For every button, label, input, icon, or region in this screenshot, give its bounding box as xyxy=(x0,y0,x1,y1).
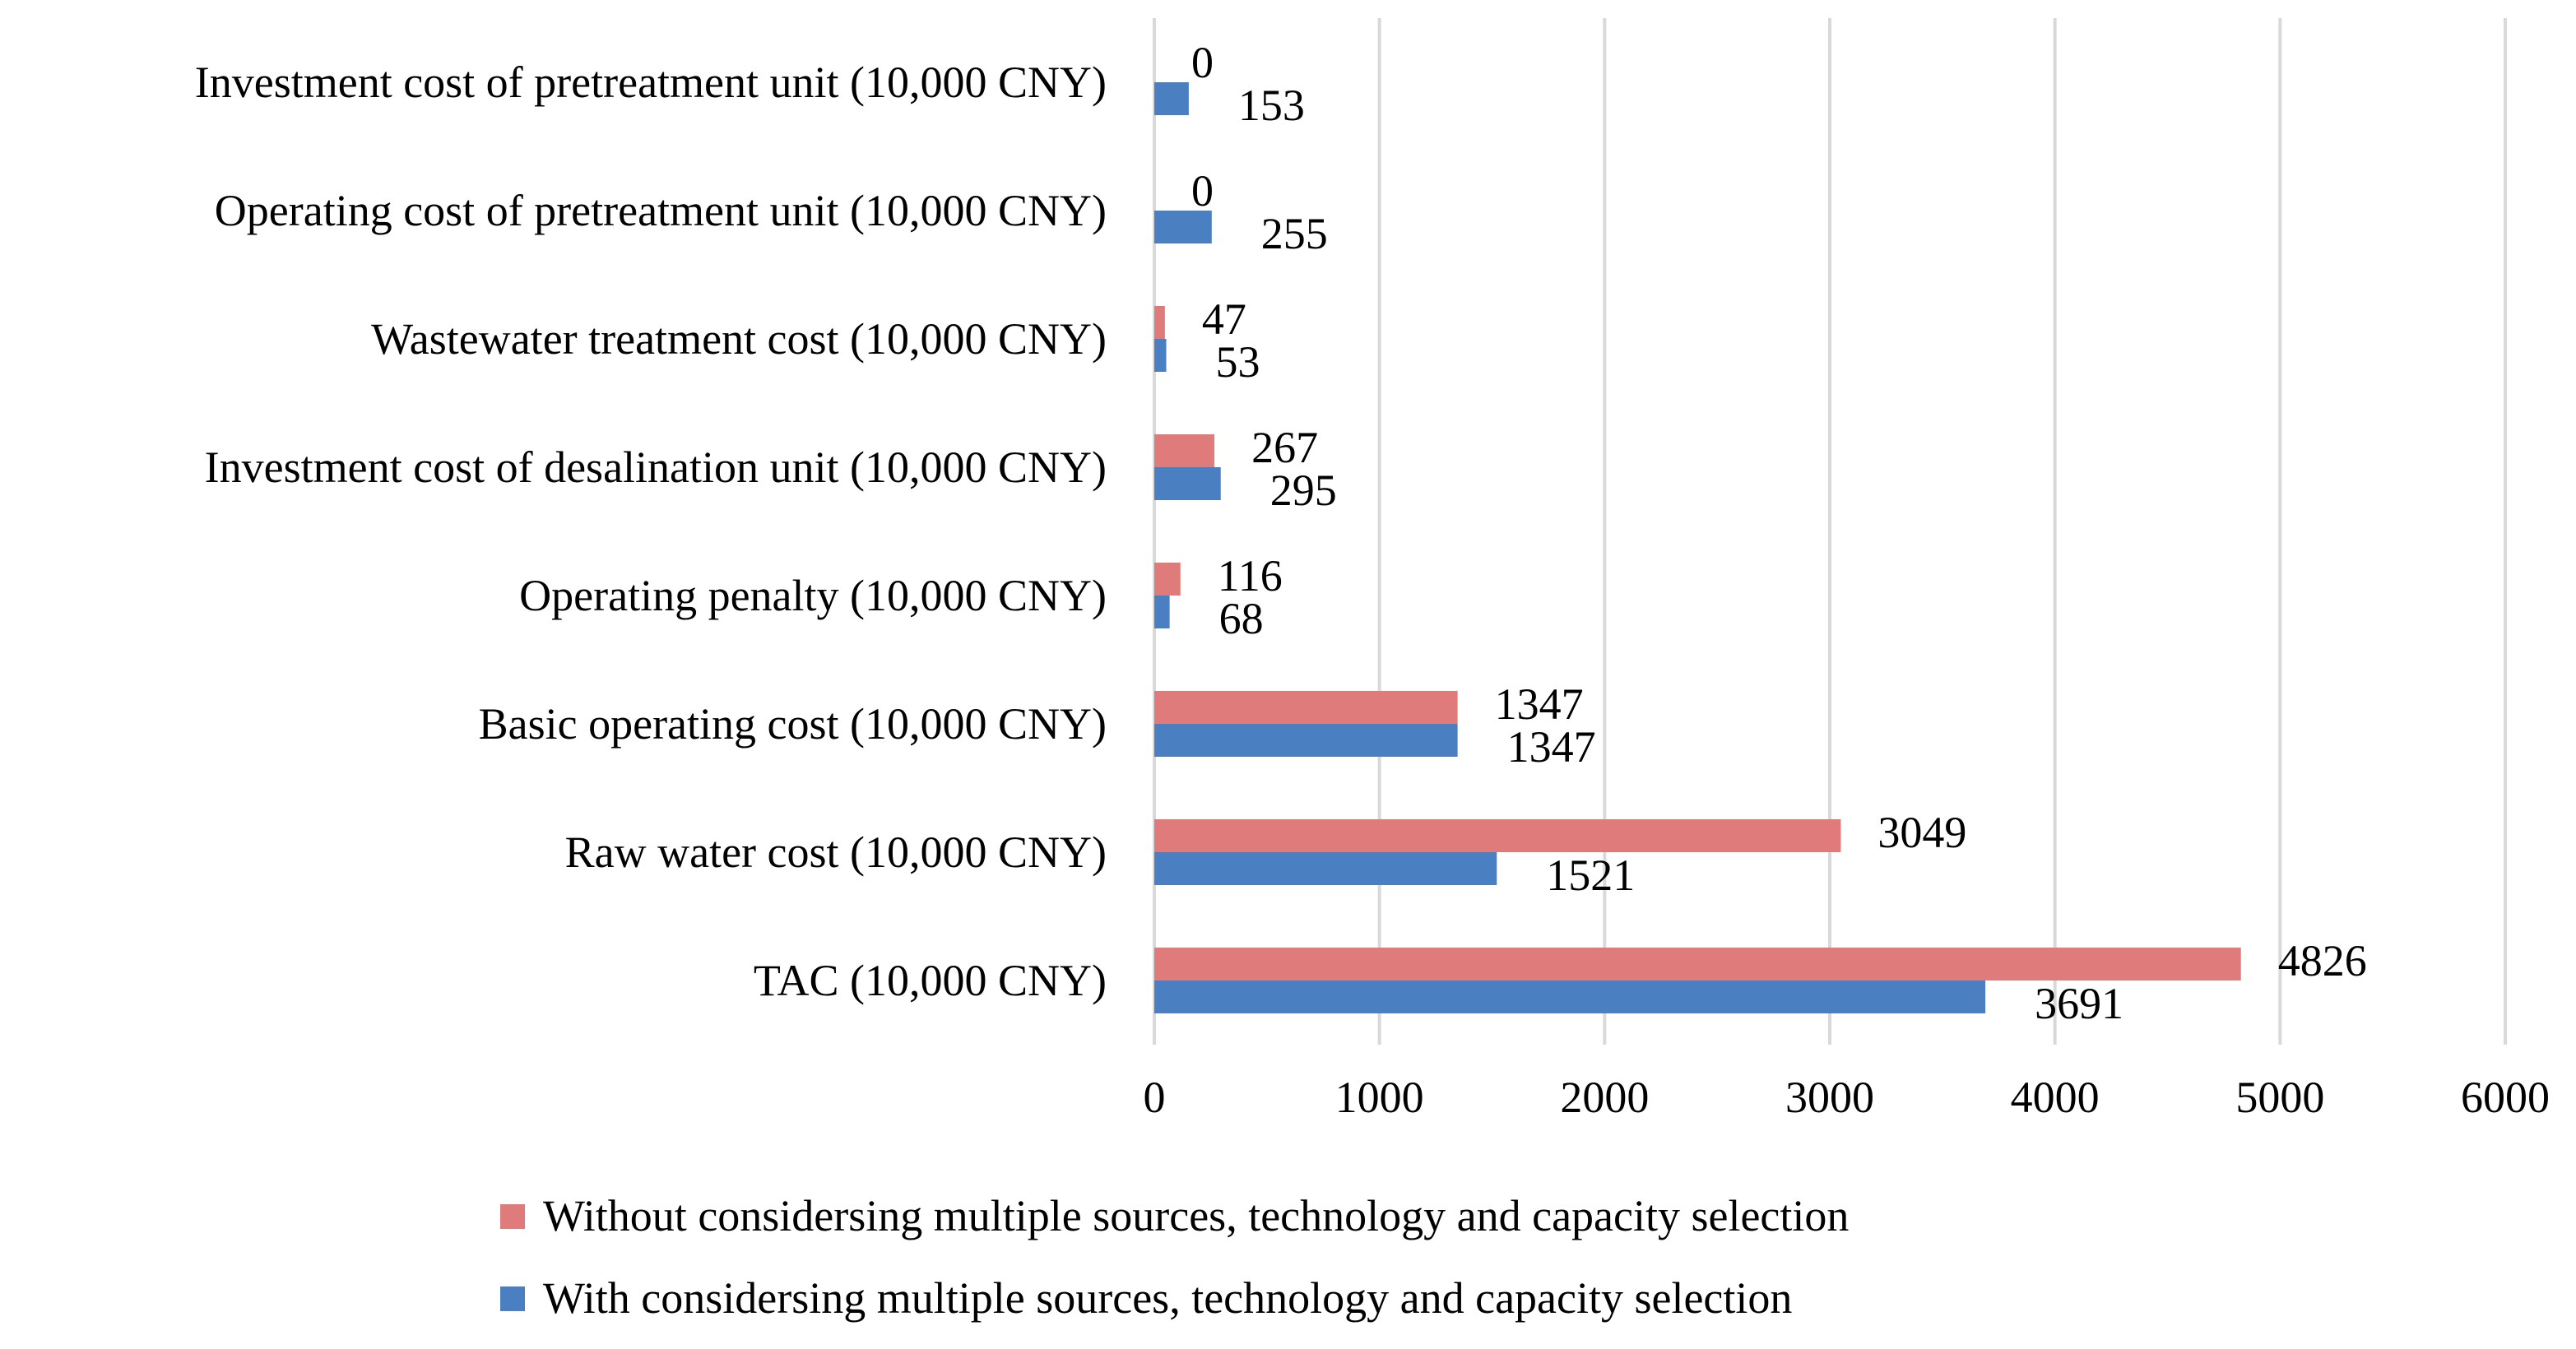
bar-series0-cat4 xyxy=(1154,563,1181,596)
category-labels: Investment cost of pretreatment unit (10… xyxy=(195,58,1107,1005)
data-label-series1-cat7: 3691 xyxy=(2035,979,2123,1028)
data-label-series0-cat6: 3049 xyxy=(1877,808,1966,857)
x-tick-label-6000: 6000 xyxy=(2461,1073,2550,1122)
data-label-series0-cat5: 1347 xyxy=(1495,679,1584,729)
bar-series1-cat6 xyxy=(1154,852,1497,885)
legend-label-1: With considersing multiple sources, tech… xyxy=(543,1273,1792,1323)
bar-series0-cat6 xyxy=(1154,819,1841,852)
bar-series1-cat1 xyxy=(1154,211,1212,243)
category-label-5: Basic operating cost (10,000 CNY) xyxy=(479,699,1107,749)
bar-series1-cat2 xyxy=(1154,339,1167,372)
bar-series1-cat7 xyxy=(1154,980,1986,1013)
category-label-6: Raw water cost (10,000 CNY) xyxy=(565,827,1107,877)
x-tick-label-2000: 2000 xyxy=(1560,1073,1649,1122)
data-label-series0-cat2: 47 xyxy=(1202,294,1246,344)
x-tick-label-0: 0 xyxy=(1144,1073,1166,1122)
bar-series0-cat5 xyxy=(1154,691,1458,724)
legend: Without considersing multiple sources, t… xyxy=(500,1191,1849,1323)
data-label-series1-cat5: 1347 xyxy=(1507,722,1596,772)
bar-layer xyxy=(1154,82,2241,1013)
data-label-series1-cat4: 68 xyxy=(1219,594,1264,643)
bar-series0-cat2 xyxy=(1154,306,1165,339)
data-label-series0-cat1: 0 xyxy=(1191,166,1214,216)
data-label-series0-cat4: 116 xyxy=(1218,551,1283,600)
bar-series1-cat0 xyxy=(1154,82,1189,115)
bar-series1-cat3 xyxy=(1154,467,1221,500)
x-tick-label-4000: 4000 xyxy=(2011,1073,2100,1122)
category-label-4: Operating penalty (10,000 CNY) xyxy=(519,571,1107,620)
data-label-series1-cat6: 1521 xyxy=(1546,851,1635,900)
x-tick-label-1000: 1000 xyxy=(1335,1073,1424,1122)
data-label-series1-cat0: 153 xyxy=(1238,81,1305,130)
bar-series1-cat5 xyxy=(1154,724,1458,757)
x-tick-label-5000: 5000 xyxy=(2235,1073,2324,1122)
data-label-series0-cat7: 4826 xyxy=(2278,936,2367,985)
bar-series0-cat7 xyxy=(1154,948,2241,980)
data-label-series1-cat2: 53 xyxy=(1216,337,1260,387)
data-label-series1-cat3: 295 xyxy=(1270,466,1337,515)
x-tick-label-3000: 3000 xyxy=(1785,1073,1874,1122)
bar-series1-cat4 xyxy=(1154,596,1170,628)
data-label-series0-cat3: 267 xyxy=(1251,423,1318,472)
legend-label-0: Without considersing multiple sources, t… xyxy=(543,1191,1849,1240)
data-label-series1-cat1: 255 xyxy=(1261,209,1328,258)
data-label-series0-cat0: 0 xyxy=(1191,38,1214,87)
category-label-0: Investment cost of pretreatment unit (10… xyxy=(195,58,1107,107)
bar-series0-cat3 xyxy=(1154,434,1215,467)
category-label-7: TAC (10,000 CNY) xyxy=(754,956,1107,1005)
category-label-1: Operating cost of pretreatment unit (10,… xyxy=(215,186,1107,235)
legend-swatch-0 xyxy=(500,1204,525,1229)
x-tick-labels: 0 1000 2000 3000 4000 5000 6000 xyxy=(1144,1073,2550,1122)
category-label-2: Wastewater treatment cost (10,000 CNY) xyxy=(371,314,1107,364)
category-label-3: Investment cost of desalination unit (10… xyxy=(205,443,1107,492)
grid-layer xyxy=(1153,18,2507,1045)
legend-swatch-1 xyxy=(500,1286,525,1311)
